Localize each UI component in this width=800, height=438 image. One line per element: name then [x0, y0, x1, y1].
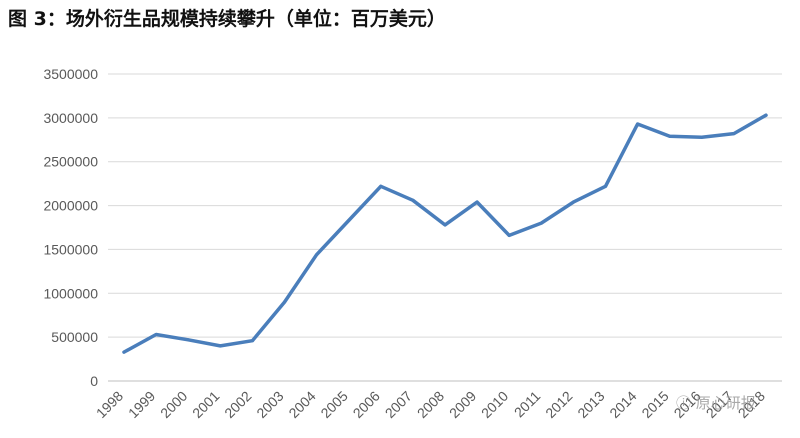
data-point: [539, 221, 543, 225]
x-tick-label: 1998: [93, 388, 126, 421]
x-tick-label: 2005: [317, 388, 350, 421]
x-tick-label: 2012: [542, 388, 575, 421]
x-tick-label: 2009: [446, 388, 479, 421]
x-tick-label: 2001: [189, 388, 222, 421]
data-point: [250, 339, 254, 343]
y-tick-label: 3000000: [43, 110, 98, 126]
data-point: [154, 333, 158, 337]
data-point: [186, 338, 190, 342]
series-group: [122, 113, 768, 354]
data-point: [571, 200, 575, 204]
data-point: [379, 184, 383, 188]
data-point: [218, 344, 222, 348]
data-point: [283, 300, 287, 304]
y-tick-label: 2500000: [43, 154, 98, 170]
x-tick-label: 2013: [574, 388, 607, 421]
x-tick-label: 2006: [350, 388, 383, 421]
data-point: [507, 233, 511, 237]
x-tick-label: 2015: [638, 388, 671, 421]
series-line: [122, 113, 768, 354]
y-axis-tick-labels: 0 500000 1000000 1500000 2000000 2500000 30000…: [43, 66, 98, 389]
gridlines: [108, 73, 782, 382]
y-tick-label: 500000: [51, 329, 98, 345]
data-point: [443, 223, 447, 227]
data-point: [668, 134, 672, 138]
data-point: [347, 218, 351, 222]
x-tick-label: 2003: [253, 388, 286, 421]
data-point: [764, 113, 768, 117]
x-tick-label: 2002: [221, 388, 254, 421]
data-point: [411, 198, 415, 202]
x-tick-label: 2004: [285, 388, 318, 421]
x-tick-label: 2007: [382, 388, 415, 421]
data-point: [700, 135, 704, 139]
y-tick-label: 0: [90, 373, 98, 389]
x-axis-tick-labels: 1998199920002001200220032004200520062007…: [93, 388, 768, 421]
x-tick-label: 1999: [125, 388, 158, 421]
x-tick-label: 2011: [511, 388, 544, 421]
watermark: ⓘ 原心研报: [676, 394, 756, 412]
data-point: [475, 200, 479, 204]
data-point: [315, 253, 319, 257]
data-point: [122, 350, 126, 354]
data-point: [603, 184, 607, 188]
y-tick-label: 1000000: [43, 285, 98, 301]
x-tick-label: 2010: [478, 388, 511, 421]
x-tick-label: 2008: [414, 388, 447, 421]
data-point: [636, 122, 640, 126]
y-tick-label: 2000000: [43, 198, 98, 214]
data-point: [732, 132, 736, 136]
y-tick-label: 1500000: [43, 241, 98, 257]
figure-title: 图 3：场外衍生品规模持续攀升（单位：百万美元）: [8, 8, 446, 30]
x-tick-label: 2014: [606, 388, 639, 421]
x-tick-label: 2000: [157, 388, 190, 421]
y-tick-label: 3500000: [43, 66, 98, 82]
